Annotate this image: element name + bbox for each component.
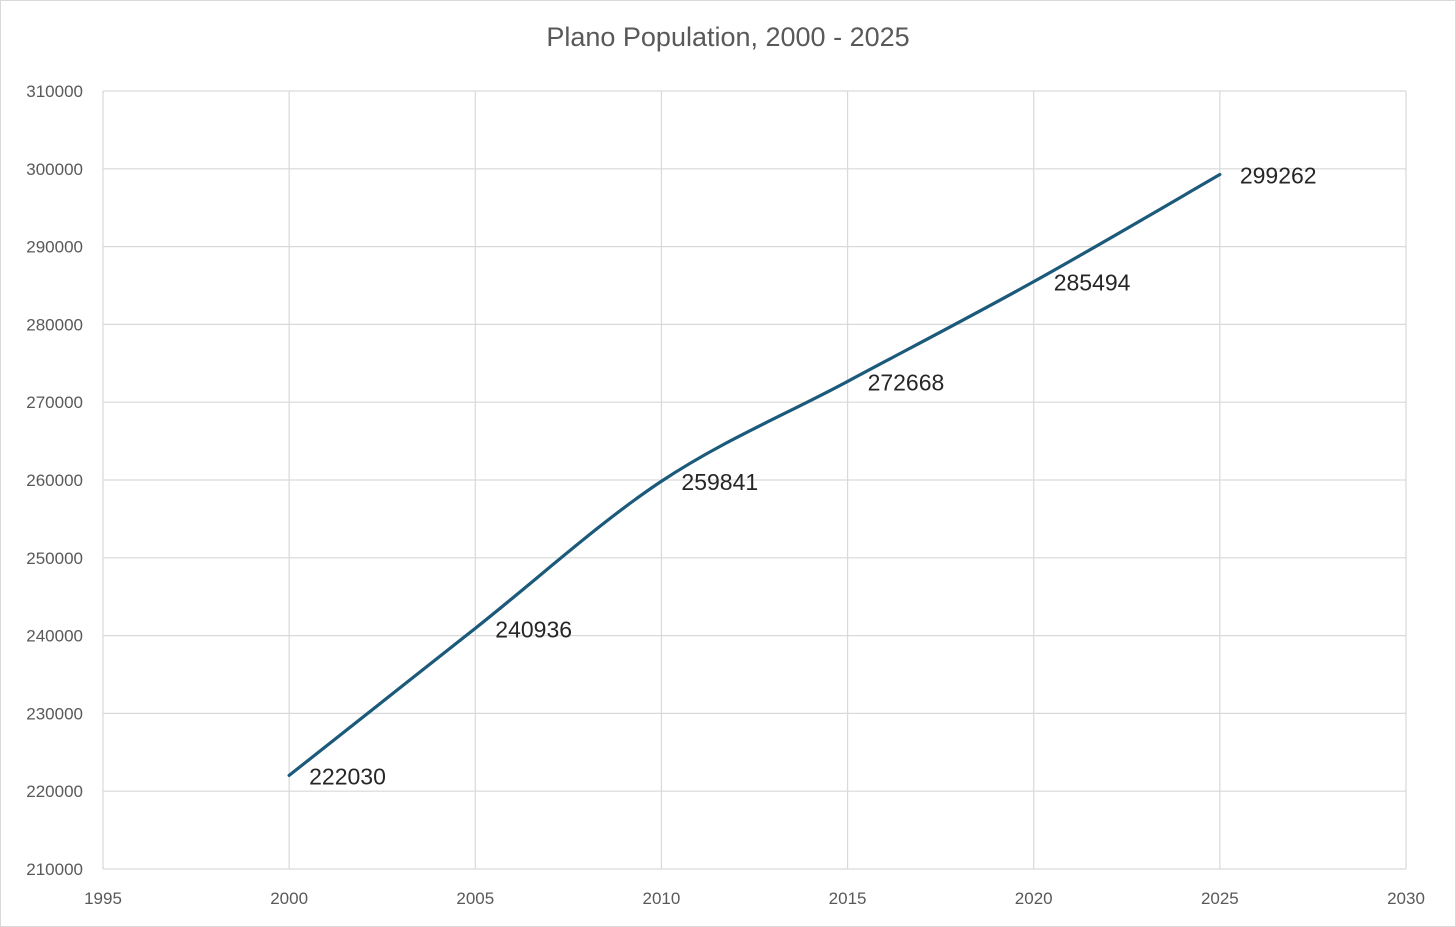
x-tick-label: 2025	[1201, 889, 1239, 908]
y-tick-label: 270000	[26, 393, 83, 412]
y-tick-label: 260000	[26, 471, 83, 490]
x-tick-label: 1995	[84, 889, 122, 908]
y-tick-label: 220000	[26, 782, 83, 801]
chart-title: Plano Population, 2000 - 2025	[546, 22, 910, 52]
data-label: 272668	[868, 369, 945, 395]
data-label: 299262	[1240, 163, 1317, 189]
data-labels: 222030 240936 259841 272668 285494 299262	[309, 163, 1316, 790]
y-tick-label: 250000	[26, 549, 83, 568]
y-tick-label: 290000	[26, 238, 83, 257]
y-tick-label: 300000	[26, 160, 83, 179]
axis-tick-labels: 210000 220000 230000 240000 250000 260000 2700…	[26, 82, 1425, 908]
x-tick-label: 2030	[1387, 889, 1425, 908]
y-tick-label: 280000	[26, 315, 83, 334]
x-tick-label: 2015	[829, 889, 867, 908]
y-tick-label: 310000	[26, 82, 83, 101]
series-population	[287, 172, 1222, 778]
data-label: 240936	[495, 616, 572, 642]
data-label: 222030	[309, 763, 386, 789]
x-tick-label: 2005	[456, 889, 494, 908]
y-tick-label: 210000	[26, 860, 83, 879]
data-label: 259841	[681, 469, 758, 495]
series-line	[287, 172, 1222, 778]
data-label: 285494	[1054, 270, 1131, 296]
y-tick-label: 240000	[26, 627, 83, 646]
y-tick-label: 230000	[26, 704, 83, 723]
x-tick-label: 2020	[1015, 889, 1053, 908]
x-tick-label: 2000	[270, 889, 308, 908]
x-tick-label: 2010	[643, 889, 681, 908]
